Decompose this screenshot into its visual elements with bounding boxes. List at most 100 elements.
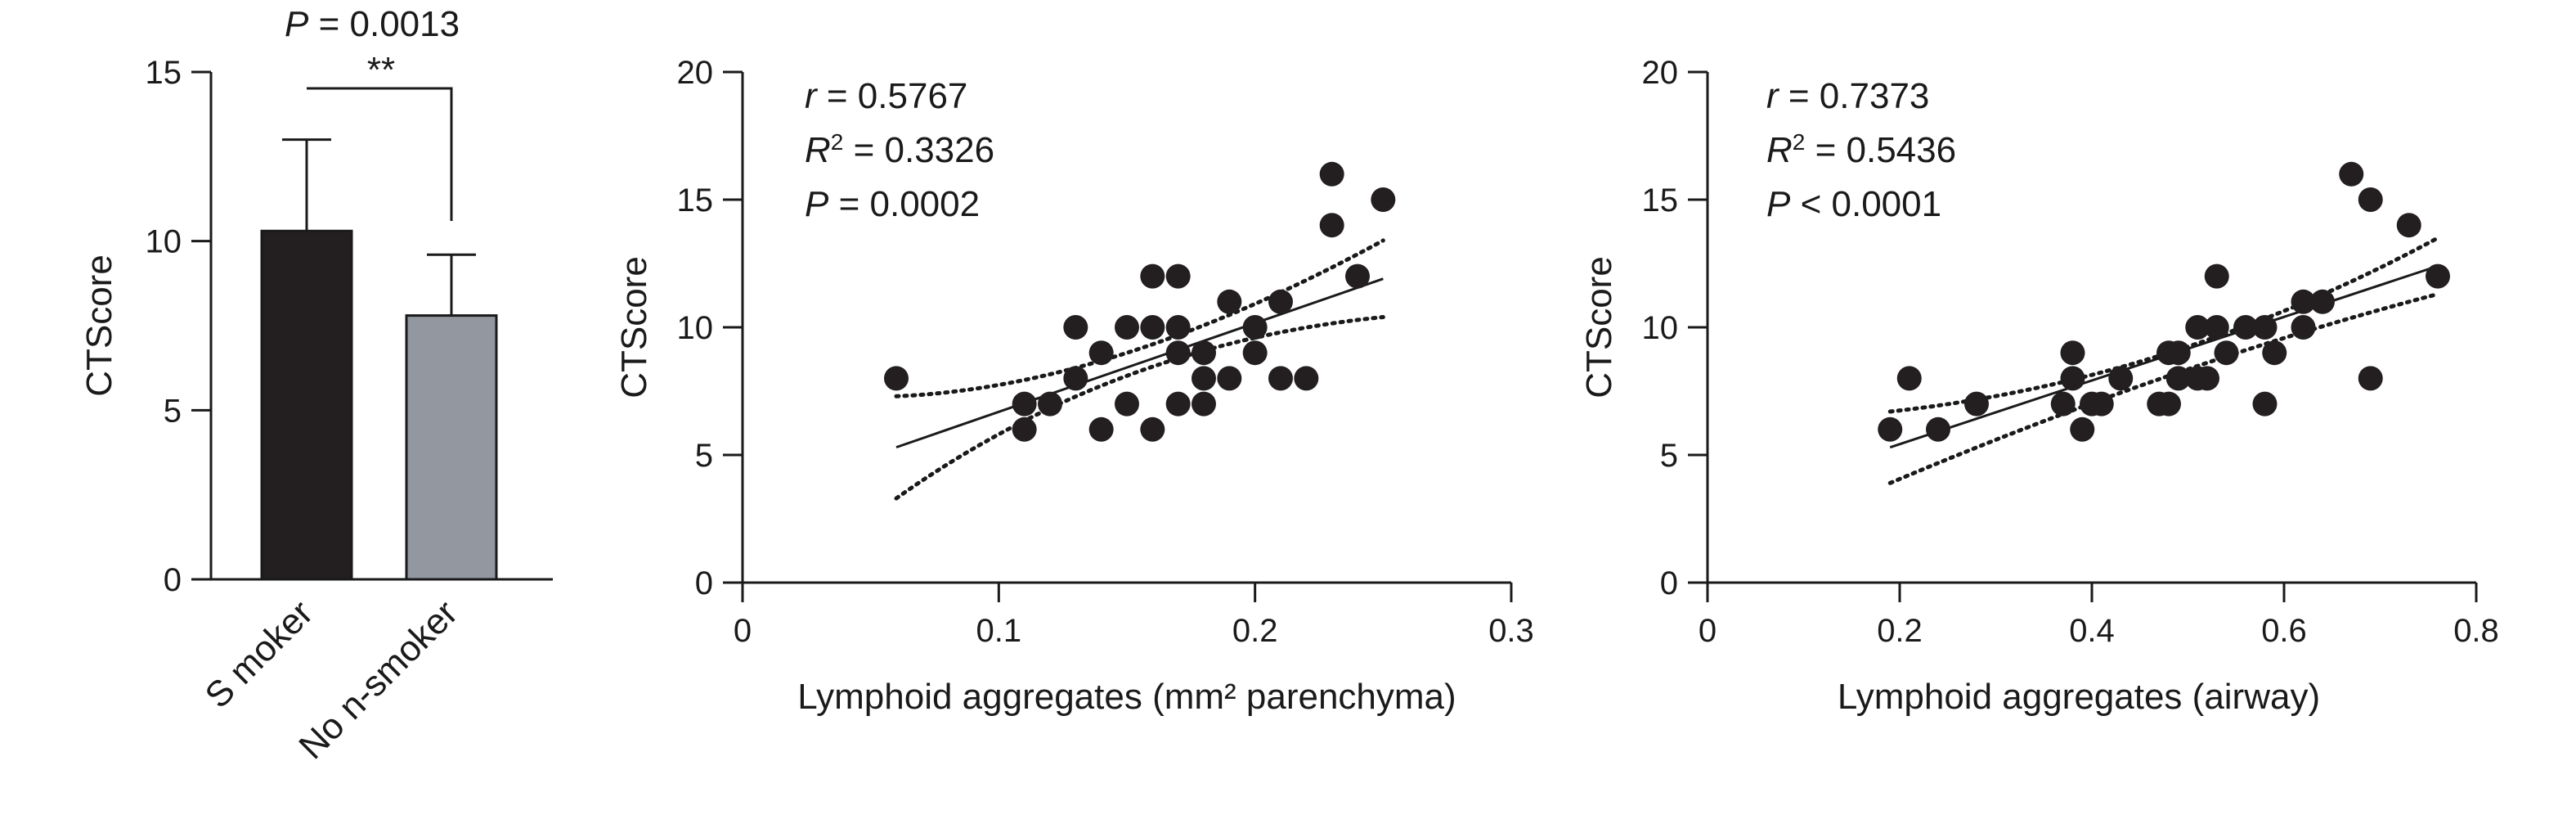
parenchyma-point bbox=[884, 366, 909, 391]
bar-chart-y-title: CTScore bbox=[79, 254, 119, 397]
airway-point bbox=[2165, 366, 2191, 391]
bar-error-bar bbox=[282, 138, 331, 232]
airway-x-title: Lymphoid aggregates (airway) bbox=[1838, 677, 2320, 717]
bar bbox=[405, 314, 498, 581]
airway-x-tick-label: 0 bbox=[1699, 613, 1717, 649]
parenchyma-point bbox=[1217, 289, 1242, 314]
parenchyma-x-tick-label: 0.3 bbox=[1488, 613, 1534, 649]
airway-point bbox=[2070, 417, 2095, 442]
parenchyma-ci-upper bbox=[894, 238, 1385, 398]
parenchyma-point bbox=[1140, 417, 1165, 442]
airway-point bbox=[2310, 289, 2335, 314]
parenchyma-point bbox=[1192, 340, 1216, 366]
parenchyma-point bbox=[1294, 366, 1319, 391]
airway-plot-area bbox=[1878, 161, 2450, 485]
airway-point bbox=[2252, 391, 2278, 417]
parenchyma-y-tick-label: 5 bbox=[695, 438, 713, 474]
airway-point bbox=[2358, 187, 2383, 212]
parenchyma-point bbox=[1140, 315, 1165, 340]
parenchyma-point bbox=[1038, 391, 1062, 417]
airway-x-tick-label: 0.8 bbox=[2453, 613, 2499, 649]
parenchyma-x-tick-label: 0.2 bbox=[1232, 613, 1278, 649]
airway-point bbox=[2050, 391, 2076, 417]
airway-point bbox=[2204, 315, 2229, 340]
parenchyma-point bbox=[1115, 391, 1139, 417]
parenchyma-point bbox=[1319, 213, 1344, 238]
parenchyma-y-tick-label: 15 bbox=[677, 182, 714, 218]
airway-y-tick-label: 20 bbox=[1642, 55, 1679, 91]
significance-bracket bbox=[307, 87, 453, 221]
parenchyma-fit-line bbox=[895, 277, 1384, 449]
parenchyma-point bbox=[1192, 391, 1216, 417]
airway-stats: r = 0.7373 R2 = 0.5436 P < 0.0001 bbox=[1766, 76, 1956, 224]
parenchyma-r-value: r = 0.5767 bbox=[805, 76, 967, 116]
parenchyma-point bbox=[1165, 340, 1191, 366]
airway-point bbox=[2233, 315, 2258, 340]
airway-point bbox=[2108, 366, 2134, 391]
parenchyma-point bbox=[1165, 391, 1191, 417]
parenchyma-ci-lower bbox=[894, 315, 1385, 501]
airway-y-tick-label: 5 bbox=[1660, 438, 1678, 474]
bar-chart-y-tick-label: 15 bbox=[146, 55, 182, 91]
airway-point bbox=[2262, 340, 2287, 366]
bar-category-label: S moker bbox=[198, 592, 321, 715]
airway-point bbox=[2156, 391, 2181, 417]
airway-point bbox=[2214, 340, 2239, 366]
airway-point bbox=[2089, 391, 2114, 417]
significance-stars: ** bbox=[367, 50, 395, 90]
parenchyma-point bbox=[1063, 315, 1088, 340]
parenchyma-point bbox=[1192, 366, 1216, 391]
parenchyma-point bbox=[1268, 289, 1293, 314]
bar-chart-y-tick-label: 0 bbox=[164, 562, 182, 598]
airway-p-value: P < 0.0001 bbox=[1766, 184, 1941, 224]
airway-y-tick-label: 0 bbox=[1660, 565, 1678, 601]
parenchyma-point bbox=[1012, 417, 1037, 442]
bar bbox=[260, 229, 353, 581]
airway-y-tick-label: 15 bbox=[1642, 182, 1679, 218]
parenchyma-point bbox=[1088, 417, 1114, 442]
parenchyma-point bbox=[1268, 366, 1293, 391]
parenchyma-point bbox=[1140, 263, 1165, 289]
bar-chart-p-value: P = 0.0013 bbox=[285, 4, 460, 44]
airway-point bbox=[1926, 417, 1950, 442]
airway-point bbox=[2396, 213, 2421, 238]
airway-x-tick-label: 0.2 bbox=[1877, 613, 1923, 649]
parenchyma-point bbox=[1217, 366, 1242, 391]
parenchyma-point bbox=[1165, 315, 1191, 340]
parenchyma-point bbox=[1242, 340, 1268, 366]
parenchyma-x-tick-label: 0 bbox=[734, 613, 752, 649]
parenchyma-point bbox=[1063, 366, 1088, 391]
parenchyma-point bbox=[1115, 315, 1139, 340]
airway-y-title: CTScore bbox=[1579, 256, 1619, 398]
parenchyma-point bbox=[1088, 340, 1114, 366]
scatter-airway-panel: 0 5 10 15 20 0 0.2 0.4 0.6 0.8 CTScore Lymphoid a… bbox=[1579, 55, 2499, 717]
bar-chart-bars bbox=[260, 138, 498, 581]
parenchyma-point bbox=[1319, 161, 1344, 187]
parenchyma-stats: r = 0.5767 R2 = 0.3326 P = 0.0002 bbox=[805, 76, 994, 224]
parenchyma-y-tick-label: 10 bbox=[677, 310, 714, 346]
parenchyma-plot-area bbox=[884, 161, 1396, 501]
bar-chart-y-axis: 0 5 10 15 bbox=[146, 55, 211, 598]
parenchyma-x-title: Lymphoid aggregates (mm² parenchyma) bbox=[797, 677, 1456, 717]
airway-point bbox=[2195, 366, 2219, 391]
parenchyma-point bbox=[1371, 187, 1396, 212]
parenchyma-y-tick-label: 0 bbox=[695, 565, 713, 601]
airway-point bbox=[2204, 263, 2229, 289]
airway-point bbox=[2060, 340, 2085, 366]
airway-point bbox=[2060, 366, 2085, 391]
bar-chart-y-tick-label: 10 bbox=[146, 224, 182, 260]
parenchyma-r2-value: R2 = 0.3326 bbox=[805, 129, 994, 171]
airway-point bbox=[2339, 161, 2364, 187]
airway-y-tick-label: 10 bbox=[1642, 310, 1679, 346]
airway-point bbox=[1878, 417, 1903, 442]
airway-point bbox=[2165, 340, 2191, 366]
airway-point bbox=[2358, 366, 2383, 391]
airway-point bbox=[1964, 391, 1989, 417]
parenchyma-y-title: CTScore bbox=[614, 256, 654, 398]
scatter-parenchyma-panel: 0 5 10 15 20 0 0.1 0.2 0.3 CTScore Lymphoid aggr… bbox=[614, 55, 1534, 717]
airway-point bbox=[2185, 315, 2210, 340]
airway-point bbox=[2426, 263, 2450, 289]
